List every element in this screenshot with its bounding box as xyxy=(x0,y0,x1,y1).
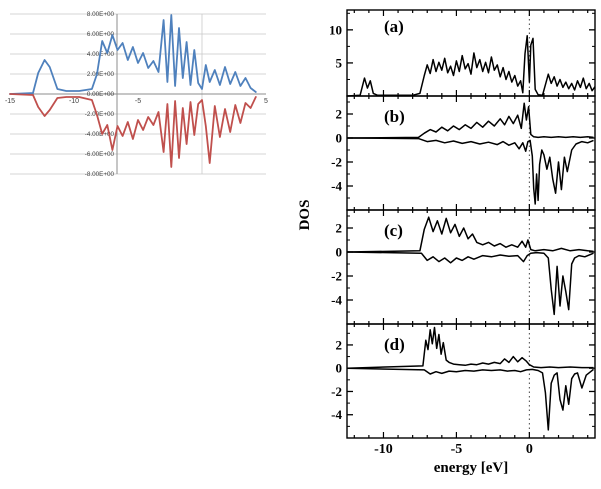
x-tick-label: 5 xyxy=(264,98,268,105)
dos-figure: 5 10 2 0 -2 -4 2 0 -2 -4 2 0 -2 -4 -10 -5 0 xyxy=(329,9,596,457)
y-tick-label: -2 xyxy=(331,269,342,284)
y-tick-label: -2 xyxy=(331,384,342,399)
series-spin-down xyxy=(9,93,257,168)
series-spin-up xyxy=(346,102,594,139)
series-spin-down xyxy=(346,251,594,316)
panel-label-b: (b) xyxy=(384,107,405,126)
y-tick-label: -2.00E+00 xyxy=(85,111,115,118)
x-tick-label: -5 xyxy=(451,442,463,457)
x-tick-label: -10 xyxy=(69,98,79,105)
y-axis-title: DOS xyxy=(297,199,313,231)
x-tick-label: -10 xyxy=(374,442,393,457)
x-tick-label: -5 xyxy=(135,98,141,105)
y-tick-label: 6.00E+00 xyxy=(87,31,115,38)
series-spin-down xyxy=(346,137,594,205)
series-spin-up xyxy=(346,216,594,253)
y-tick-label: -4 xyxy=(331,293,342,308)
y-tick-label: 2 xyxy=(336,337,343,352)
y-tick-label: -8.00E+00 xyxy=(85,171,115,178)
y-tick-label: 2 xyxy=(336,107,343,122)
y-tick-label: 0 xyxy=(336,131,343,146)
y-tick-label: 2 xyxy=(336,221,343,236)
panel-label-d: (d) xyxy=(384,335,405,354)
panel-label-a: (a) xyxy=(384,17,404,36)
series-spin-up xyxy=(9,14,257,95)
y-tick-label: 0 xyxy=(336,361,343,376)
y-tick-label: 0.00E+00 xyxy=(87,91,115,98)
y-tick-label: 10 xyxy=(329,22,342,37)
panel-label-c: (c) xyxy=(384,221,403,240)
y-tick-label: -4.00E+00 xyxy=(85,131,115,138)
series-spin-down xyxy=(346,367,594,431)
y-tick-label: 5 xyxy=(336,55,343,70)
y-tick-label: -4 xyxy=(331,407,342,422)
y-tick-label: -4 xyxy=(331,179,342,194)
x-axis-title: energy [eV] xyxy=(433,460,509,476)
series-total-dos xyxy=(346,35,596,97)
y-tick-label: 2.00E+00 xyxy=(87,71,115,78)
y-tick-label: 8.00E+00 xyxy=(87,11,115,18)
x-tick-label: -15 xyxy=(5,98,15,105)
y-tick-label: 0 xyxy=(336,245,343,260)
y-tick-label: -2 xyxy=(331,155,342,170)
y-tick-label: -6.00E+00 xyxy=(85,151,115,158)
series-spin-up xyxy=(346,326,594,369)
x-tick-label: 0 xyxy=(526,442,533,457)
excel-dos-chart: 8.00E+006.00E+004.00E+002.00E+000.00E+00… xyxy=(5,11,268,178)
